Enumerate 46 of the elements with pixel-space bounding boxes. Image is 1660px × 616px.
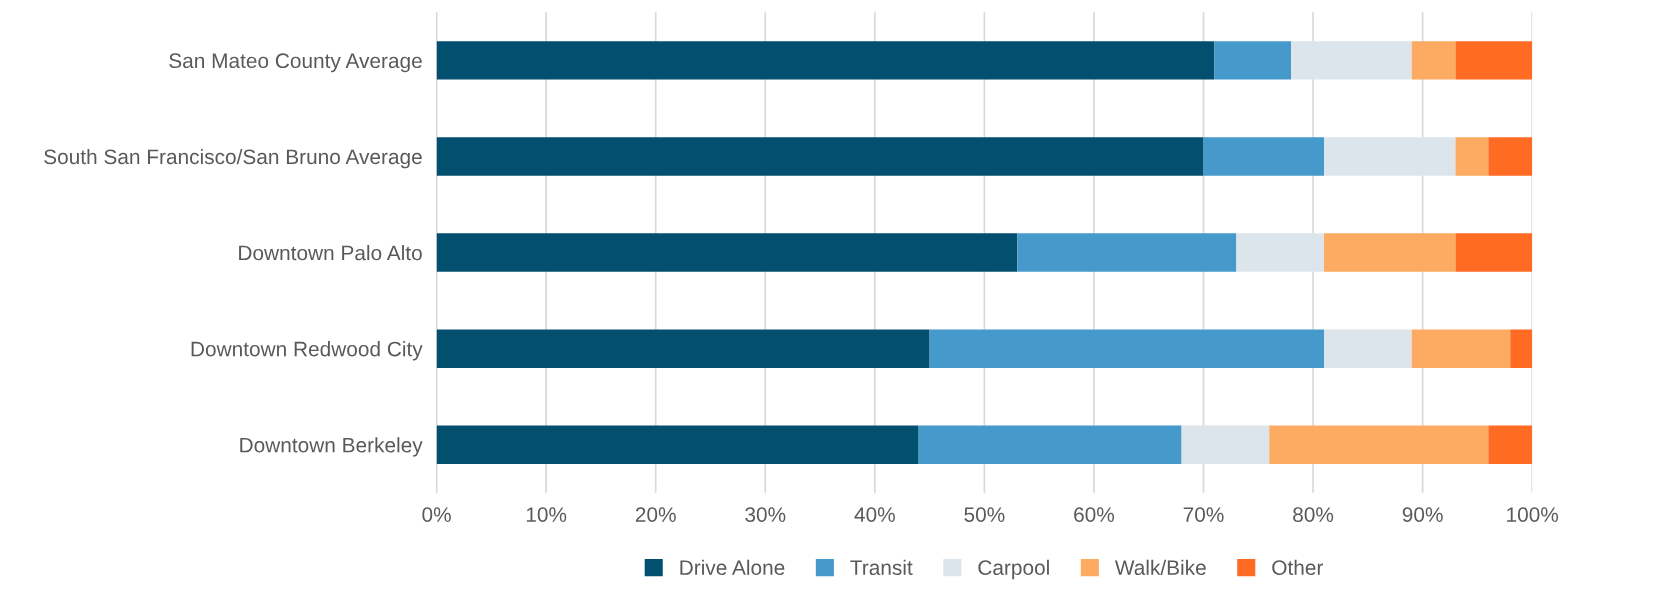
bar [1488,425,1533,464]
y-tick-label: South San Francisco/San Bruno Average [44,148,422,169]
x-tick-label: 50% [964,507,1005,522]
legend-label: Drive Alone [680,559,785,576]
bar [1324,137,1456,176]
y-tick-label: Downtown Palo Alto [239,245,422,261]
bar [929,329,1325,368]
x-tick-label: 60% [1074,507,1115,522]
y-tick-label: Downtown Berkeley [240,437,423,457]
bar [1203,137,1325,176]
bar [1411,329,1511,368]
y-tick-label: San Mateo County Average [169,53,422,73]
bar [1411,41,1456,80]
x-tick-label: 70% [1183,507,1224,522]
bar [1455,233,1533,272]
legend-label: Other [1272,559,1324,576]
x-tick-label: 100% [1507,507,1559,522]
bar [436,329,930,368]
bar [1324,233,1456,272]
y-tick-label: Downtown Redwood City [191,341,423,361]
bar [436,137,1204,176]
bar [1236,233,1325,272]
bar [1324,329,1412,368]
legend-label: Walk/Bike [1114,559,1206,576]
legend-label: Carpool [978,559,1049,580]
bar [1291,41,1412,80]
bar [1214,41,1292,80]
bar [1181,425,1270,464]
bar [436,425,919,464]
bar [1269,425,1489,464]
bar [918,425,1182,464]
x-tick-label: 20% [635,507,676,522]
bar [1017,233,1237,272]
x-tick-label: 0% [422,507,451,522]
bar [436,233,1018,272]
x-tick-label: 40% [854,507,895,522]
x-tick-label: 90% [1402,507,1443,522]
bar [1455,137,1489,176]
bar [1510,329,1533,368]
legend-label: Transit [850,559,913,576]
bar [436,41,1215,80]
x-tick-label: 10% [526,507,567,522]
bar [1455,41,1533,80]
x-tick-label: 30% [745,507,786,522]
x-tick-label: 80% [1293,507,1334,522]
bar [1488,137,1533,176]
